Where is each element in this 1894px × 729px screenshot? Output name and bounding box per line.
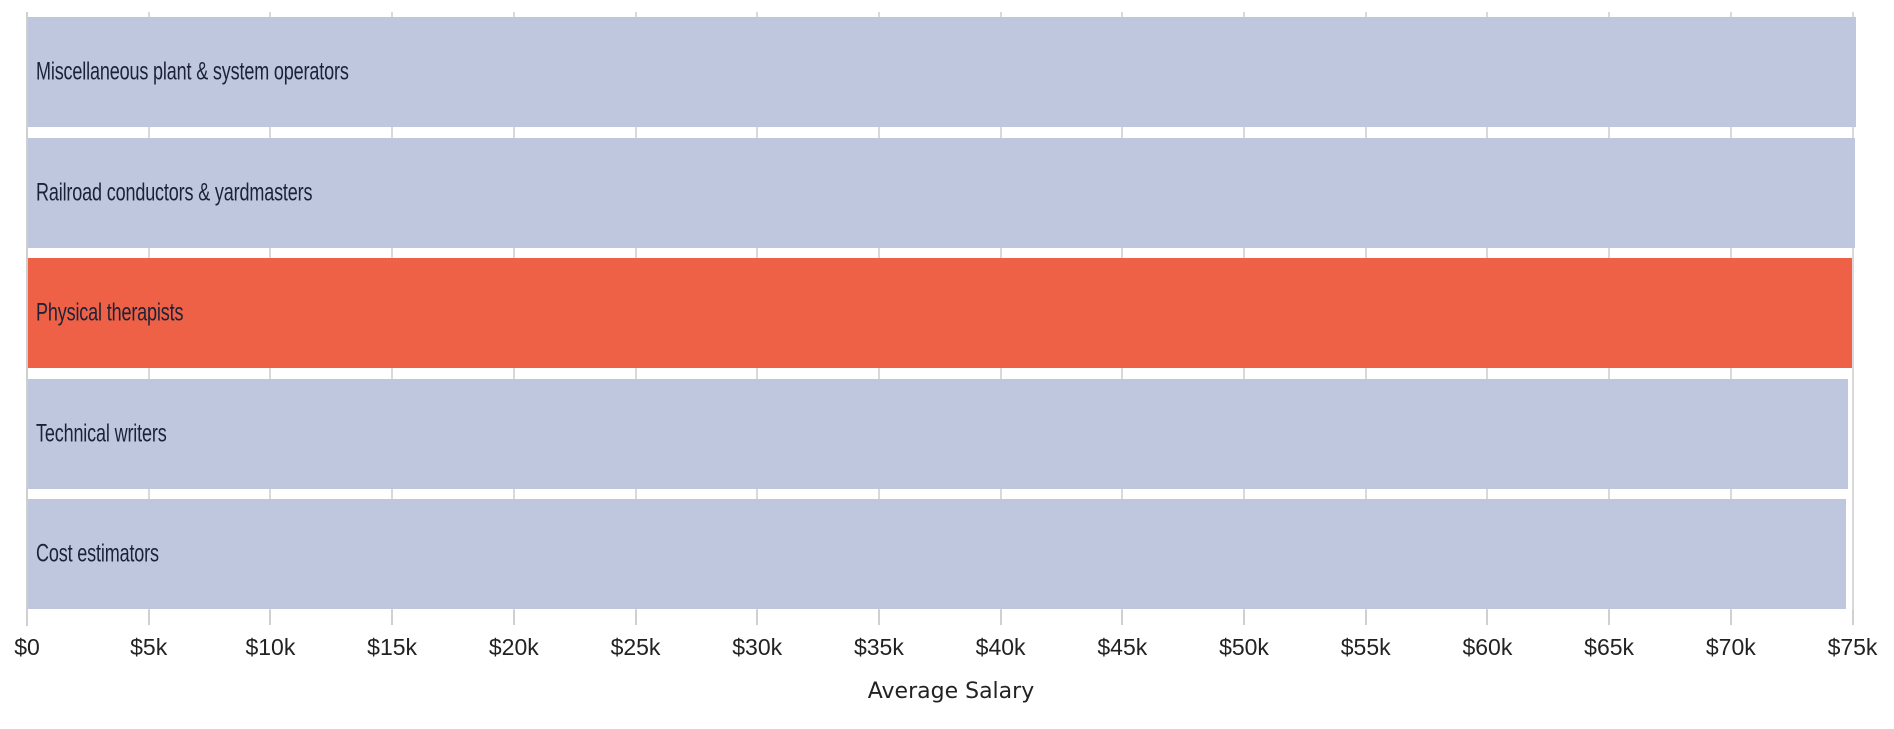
x-axis-tick-label: $75k <box>1827 634 1878 660</box>
x-axis-tick <box>26 610 28 625</box>
x-axis-tick-label: $15k <box>367 634 418 660</box>
x-axis-tick <box>1608 610 1611 625</box>
bar-label: Physical therapists <box>36 298 184 327</box>
x-axis-tick <box>756 610 759 625</box>
x-axis-tick <box>634 610 637 625</box>
x-axis-tick-label: $40k <box>975 634 1026 660</box>
x-axis-tick <box>1243 610 1245 625</box>
x-axis-tick-label: $10k <box>245 634 296 660</box>
x-axis-tick <box>1121 610 1124 625</box>
bar-label: Technical writers <box>36 419 167 448</box>
x-axis-tick <box>1851 610 1854 625</box>
bar-label: Miscellaneous plant & system operators <box>36 57 349 86</box>
bar-miscellaneous-plant-system-operators[interactable]: Miscellaneous plant & system operators <box>28 17 1857 127</box>
x-axis-title: Average Salary <box>867 679 1035 704</box>
bar-railroad-conductors-yardmasters[interactable]: Railroad conductors & yardmasters <box>28 137 1855 248</box>
x-axis-tick-label: $45k <box>1097 634 1148 660</box>
x-axis-tick <box>147 610 150 625</box>
x-axis-tick-label: $25k <box>610 634 661 660</box>
x-axis-tick-label: $20k <box>488 634 539 660</box>
bar-label: Cost estimators <box>36 539 159 568</box>
x-axis-tick-label: $60k <box>1462 634 1513 660</box>
x-axis-tick-label: $5k <box>130 634 168 660</box>
bar-label: Railroad conductors & yardmasters <box>36 178 313 207</box>
x-axis-tick <box>391 610 394 625</box>
x-axis-tick <box>269 610 272 625</box>
x-axis-tick-label: $30k <box>732 634 783 660</box>
x-axis-tick-label: $35k <box>853 634 904 660</box>
bar-cost-estimators[interactable]: Cost estimators <box>28 499 1847 610</box>
x-axis-tick <box>1729 610 1732 625</box>
bar-physical-therapists[interactable]: Physical therapists <box>28 258 1852 369</box>
x-axis-tick-label: $0 <box>14 634 40 660</box>
x-axis-tick-label: $70k <box>1705 634 1756 660</box>
x-axis-tick <box>877 610 880 625</box>
x-axis-tick <box>1486 610 1489 625</box>
x-axis-tick <box>1364 610 1367 625</box>
x-axis-tick <box>512 610 515 625</box>
y-axis-line <box>26 12 28 626</box>
x-axis-tick-label: $65k <box>1584 634 1635 660</box>
x-axis-tick-label: $50k <box>1219 634 1269 660</box>
x-axis-tick-label: $55k <box>1340 634 1391 660</box>
x-axis-tick <box>999 610 1002 625</box>
bar-technical-writers[interactable]: Technical writers <box>28 378 1848 489</box>
gridline <box>1851 12 1854 610</box>
